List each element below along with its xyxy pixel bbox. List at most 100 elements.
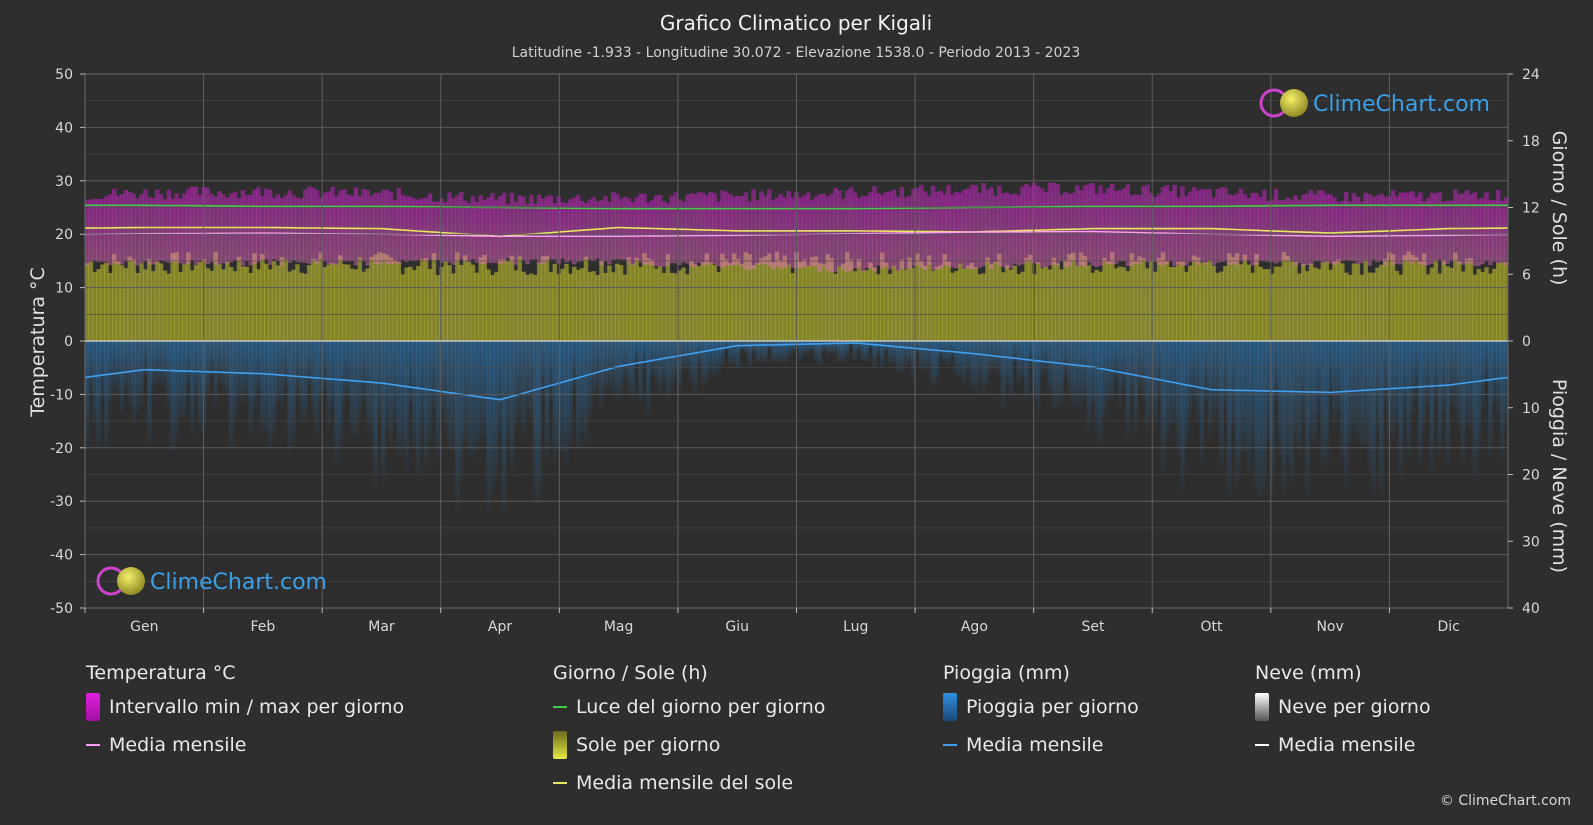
temp-range-day-bar: [1250, 192, 1255, 266]
rain-day-bar: [950, 341, 955, 359]
sunshine-day-bar: [1316, 269, 1322, 341]
rain-day-bar: [548, 341, 554, 400]
temp-range-day-bar: [876, 193, 881, 266]
sunshine-day-bar: [1312, 267, 1318, 341]
temp-range-day-bar: [1035, 185, 1041, 265]
rain-day-bar: [1480, 341, 1485, 410]
tick-label-right-bottom: 20: [1522, 468, 1540, 484]
temp-range-day-bar: [989, 187, 994, 269]
temp-range-day-bar: [1020, 186, 1025, 265]
sunshine-day-bar: [1234, 253, 1240, 341]
rain-day-bar: [1230, 341, 1236, 429]
legend-rain-title: Pioggia (mm): [943, 662, 1070, 684]
sunshine-day-bar: [1156, 258, 1162, 341]
rain-day-bar: [1382, 341, 1388, 408]
temp-range-day-bar: [1180, 186, 1185, 266]
sunshine-day-bar: [1418, 261, 1423, 341]
rain-day-bar: [724, 341, 729, 351]
legend-sun-mean: Media mensile del sole: [553, 764, 825, 802]
sunshine-day-bar: [189, 270, 195, 341]
rain-day-bar: [1324, 341, 1329, 465]
rain-day-bar: [1176, 341, 1181, 451]
sunshine-day-bar: [1055, 263, 1060, 341]
rain-day-bar: [969, 341, 975, 387]
temp-range-day-bar: [1488, 199, 1493, 266]
sunshine-day-bar: [692, 264, 698, 341]
sunshine-day-bar: [486, 269, 491, 341]
rain-day-bar: [743, 341, 749, 355]
rain-day-bar: [1332, 341, 1337, 425]
rain-day-bar: [735, 341, 741, 370]
sunshine-day-bar: [572, 266, 577, 341]
sunshine-day-bar: [115, 261, 121, 341]
temp-range-day-bar: [1141, 185, 1146, 262]
rain-day-bar: [685, 341, 690, 371]
legend-temp-mean-label: Media mensile: [109, 734, 247, 756]
rain-day-bar: [1328, 341, 1333, 396]
temp-range-day-bar: [221, 193, 226, 264]
sunshine-day-bar: [458, 264, 464, 341]
sunshine-day-bar: [1289, 260, 1294, 341]
temp-range-day-bar: [1379, 193, 1384, 262]
rain-day-bar: [692, 341, 698, 394]
temp-range-day-bar: [1071, 192, 1076, 262]
sunshine-day-bar: [1472, 274, 1478, 341]
rain-day-bar: [1047, 341, 1053, 392]
sunshine-day-bar: [626, 257, 632, 341]
rain-day-bar: [1379, 341, 1384, 497]
sunshine-day-bar: [236, 256, 242, 341]
sunshine-day-bar: [677, 270, 682, 341]
temp-range-day-bar: [92, 198, 97, 261]
temp-range-day-bar: [872, 186, 877, 272]
sunshine-day-bar: [299, 272, 304, 341]
temp-range-day-bar: [934, 191, 940, 270]
rain-day-bar: [1468, 341, 1474, 431]
sunshine-day-bar: [1371, 272, 1376, 341]
temp-range-day-bar: [482, 200, 487, 264]
tick-label-left: -40: [50, 548, 73, 564]
sunshine-day-bar: [1086, 265, 1092, 341]
rain-day-bar: [380, 341, 386, 486]
rain-day-bar: [455, 341, 460, 513]
sunshine-day-bar: [864, 270, 869, 341]
sunshine-day-bar: [653, 268, 659, 341]
rain-day-bar: [525, 341, 530, 416]
rain-day-bar: [977, 341, 982, 380]
temp-range-day-bar: [123, 189, 129, 262]
sunshine-day-bar: [989, 264, 994, 341]
sunshine-day-bar: [1051, 257, 1057, 341]
temp-range-day-bar: [1098, 185, 1103, 266]
sunshine-day-bar: [536, 263, 542, 341]
temp-range-day-bar: [1106, 188, 1111, 265]
sunshine-day-bar: [1184, 271, 1189, 341]
temp-range-day-bar: [1351, 193, 1357, 262]
sunshine-day-bar: [852, 271, 858, 341]
rain-day-bar: [342, 341, 347, 407]
temp-range-day-bar: [1176, 197, 1181, 264]
temp-range-day-bar: [1032, 182, 1037, 264]
sunshine-day-bar: [1269, 273, 1275, 341]
sunshine-day-bar: [439, 266, 444, 341]
sunshine-day-bar: [622, 274, 628, 341]
rain-day-bar: [1414, 341, 1419, 394]
sun-mean-swatch: [553, 782, 567, 784]
sunshine-day-bar: [957, 263, 963, 341]
sunshine-day-bar: [400, 274, 405, 341]
rain-day-bar: [533, 341, 538, 504]
rain-day-bar: [864, 341, 869, 362]
temp-range-swatch: [86, 693, 100, 721]
y-axis-right-bottom-label: Pioggia / Neve (mm): [1548, 379, 1570, 573]
temp-range-day-bar: [127, 191, 133, 262]
rain-day-bar: [1457, 341, 1462, 432]
sunshine-day-bar: [716, 271, 721, 341]
rain-day-bar: [1484, 341, 1489, 384]
sunshine-day-bar: [1476, 269, 1482, 341]
sunshine-day-bar: [380, 253, 386, 341]
sunshine-day-bar: [1285, 255, 1290, 341]
temp-range-day-bar: [478, 195, 483, 264]
temp-range-day-bar: [575, 194, 581, 262]
legend-temp: Temperatura °C Intervallo min / max per …: [86, 662, 404, 764]
temp-range-day-bar: [1371, 196, 1376, 260]
sunshine-day-bar: [607, 265, 612, 341]
sunshine-day-bar: [1121, 267, 1127, 341]
